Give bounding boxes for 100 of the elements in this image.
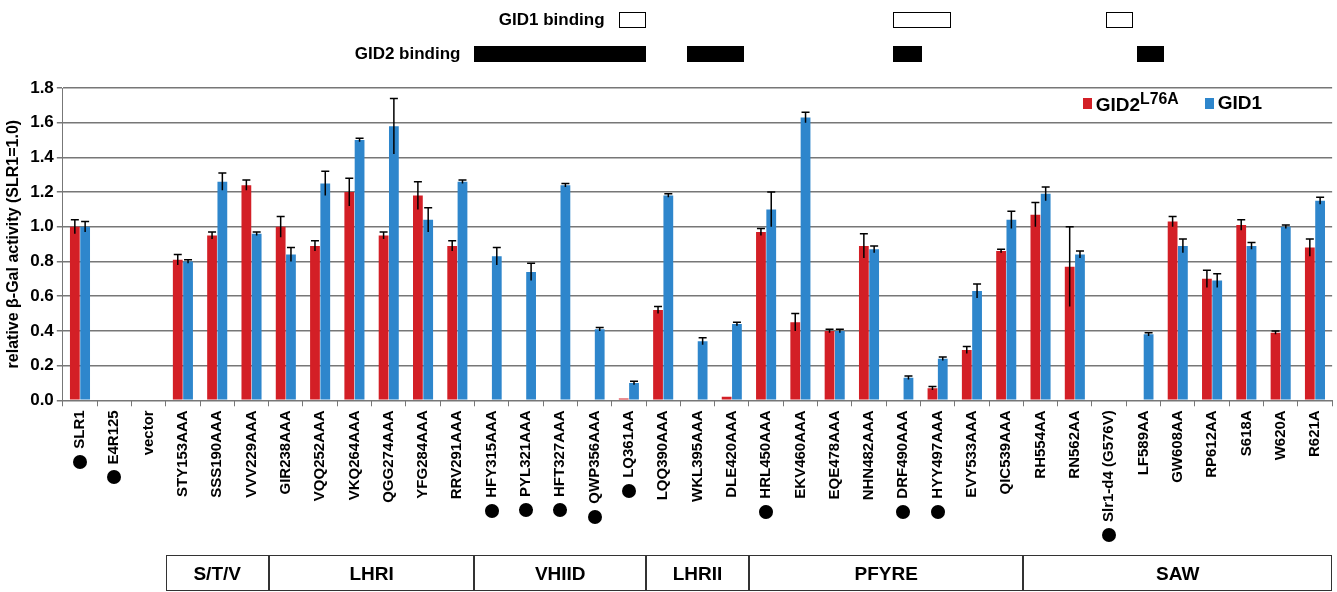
- x-tick-label: E4R125: [104, 410, 122, 465]
- x-tick-label: EVY533AAA: [962, 410, 980, 498]
- x-tick-label: HFY315AAA: [481, 410, 499, 498]
- bar: [1212, 280, 1223, 400]
- bar: [526, 271, 536, 400]
- bar: [732, 323, 742, 400]
- bar: [1075, 254, 1085, 400]
- bar: [354, 140, 365, 400]
- bar: [858, 245, 869, 400]
- bar: [1304, 247, 1315, 400]
- x-tick-label: GW608AA: [1167, 410, 1185, 483]
- x-tick-label: STY153AAA: [173, 410, 191, 497]
- legend-label: GID1: [1217, 92, 1263, 115]
- bar: [800, 117, 811, 400]
- x-tick-label: WKL395AAA: [687, 410, 705, 502]
- bar: [388, 126, 399, 400]
- y-tick-label: 1.0: [30, 216, 54, 236]
- x-tick-label: VQQ252AAA: [310, 410, 328, 502]
- bar: [721, 396, 732, 400]
- y-axis-title: relative β-Gal activity (SLR1=1.0): [4, 119, 22, 369]
- x-tick-label: R621A: [1305, 410, 1323, 457]
- bar: [834, 330, 845, 400]
- x-tick-label: LF589AA: [1133, 410, 1151, 476]
- y-tick-label: 0.6: [30, 285, 54, 305]
- x-tick-label: SLR1: [70, 410, 88, 449]
- bar: [286, 254, 296, 400]
- bar: [423, 219, 434, 400]
- bar: [653, 310, 663, 400]
- x-tick-label: DLE420AAA: [721, 410, 739, 498]
- x-tick-label: NHN482AAA: [859, 410, 877, 501]
- bar: [594, 329, 605, 400]
- bar: [251, 233, 262, 400]
- bar: [1178, 245, 1188, 400]
- legend-label: GID2$^{L76A}$: [1095, 90, 1179, 117]
- x-tick-label: GIR238AAA: [275, 410, 293, 495]
- bar: [80, 226, 91, 400]
- x-tick-label: HRL450AAA: [756, 410, 774, 499]
- bar: [491, 256, 502, 400]
- bar: [217, 181, 228, 400]
- bar: [766, 209, 777, 400]
- bar: [903, 377, 914, 400]
- bar: [824, 330, 835, 400]
- bar: [344, 192, 355, 400]
- x-tick-label: QGG274AAA: [378, 410, 396, 503]
- bar: [1280, 226, 1291, 400]
- x-tick-label: SSS190AAA: [207, 410, 225, 498]
- y-tick-label: 0.0: [30, 389, 54, 409]
- bar: [69, 226, 80, 400]
- x-tick-label: VKQ264AAA: [344, 410, 362, 501]
- bar: [1315, 200, 1326, 400]
- bar: [756, 232, 766, 400]
- y-tick-label: 0.8: [30, 251, 54, 271]
- bar: [996, 251, 1006, 400]
- x-tick-label: EKV460AAA: [790, 410, 808, 499]
- x-tick-label: VVV229AAA: [241, 410, 259, 498]
- x-tick-label: RH554AA: [1030, 410, 1048, 479]
- x-tick-label: YFG284AAA: [413, 410, 431, 499]
- y-tick-label: 1.8: [30, 77, 54, 97]
- y-tick-label: 1.6: [30, 112, 54, 132]
- bar: [697, 341, 708, 400]
- y-tick-label: 1.4: [30, 147, 55, 167]
- x-tick-label: vector: [138, 410, 156, 456]
- text: S/T/V: [193, 563, 241, 585]
- bar: [790, 322, 801, 400]
- bar: [207, 235, 217, 400]
- x-tick-label: QWP356AAA: [584, 410, 602, 504]
- bar: [1236, 225, 1247, 400]
- bar: [937, 358, 948, 400]
- text: SAW: [1156, 563, 1200, 585]
- x-tick-label: PYL321AAA: [516, 410, 534, 497]
- bar: [560, 185, 571, 400]
- x-tick-label: RN562AA: [1064, 410, 1082, 479]
- bar: [1064, 266, 1075, 400]
- x-tick-label: QIC539AAA: [996, 410, 1014, 495]
- bar: [275, 226, 286, 400]
- x-tick-label: EQE478AAA: [824, 410, 842, 500]
- bar: [320, 183, 331, 400]
- text: PFYRE: [854, 563, 918, 585]
- text: VHIID: [534, 563, 586, 585]
- text: GID2 binding: [354, 44, 461, 64]
- x-tick-label: RRV291AAA: [447, 410, 465, 500]
- bar: [927, 388, 938, 400]
- x-tick-label: W620A: [1270, 410, 1288, 461]
- x-tick-label: HYY497AAA: [927, 410, 945, 499]
- x-tick-label: Slr1-d4 (G576V): [1099, 410, 1117, 523]
- bar: [183, 261, 193, 400]
- bar: [1040, 193, 1051, 400]
- x-tick-label: LQQ390AAA: [653, 410, 671, 501]
- bar: [1006, 219, 1017, 400]
- text: LHRII: [672, 563, 723, 585]
- bar: [663, 195, 674, 400]
- bar: [1167, 221, 1178, 400]
- y-tick-label: 1.2: [30, 181, 54, 201]
- text: LHRI: [349, 563, 394, 585]
- x-tick-label: DRF490AAA: [893, 410, 911, 499]
- bar: [869, 249, 880, 400]
- bar: [241, 185, 252, 400]
- bar: [1030, 214, 1041, 400]
- bar: [457, 181, 468, 400]
- bar: [413, 195, 423, 400]
